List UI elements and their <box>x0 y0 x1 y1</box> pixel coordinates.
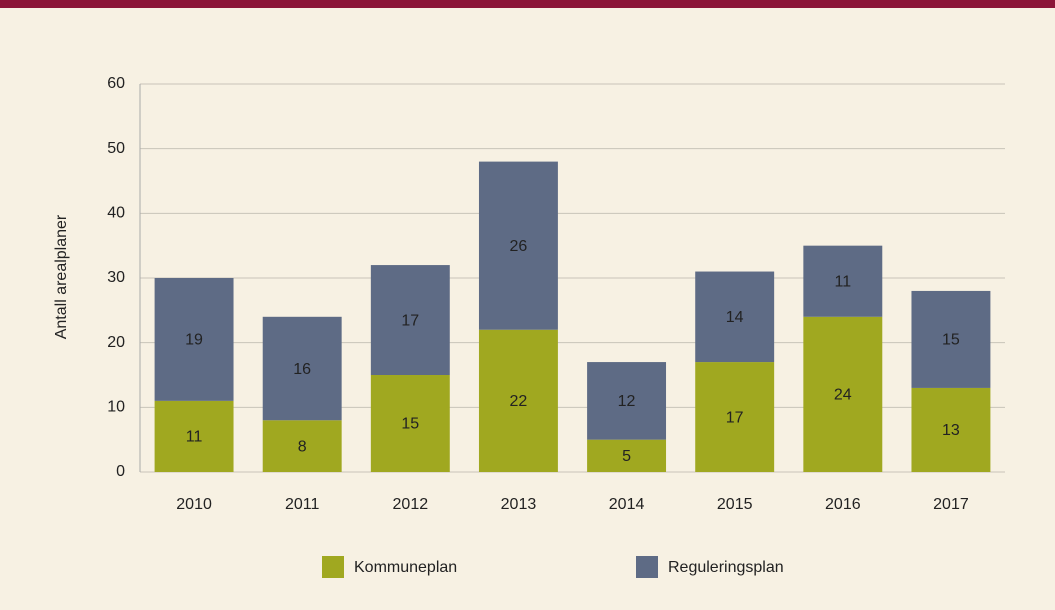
data-label: 17 <box>401 312 419 329</box>
bar-segment <box>587 362 667 440</box>
x-tick-label: 2015 <box>717 496 753 513</box>
data-label: 16 <box>293 361 311 378</box>
y-tick-label: 50 <box>107 140 125 157</box>
bar-segment <box>695 362 775 472</box>
data-label: 26 <box>510 238 528 255</box>
bar-segment <box>262 316 342 421</box>
x-tick-label: 2017 <box>933 496 969 513</box>
x-tick-label: 2014 <box>609 496 645 513</box>
data-label: 19 <box>185 332 203 349</box>
bar-segment <box>695 271 775 363</box>
y-axis-label: Antall arealplaner <box>53 214 70 339</box>
bar-segment <box>803 316 883 472</box>
x-tick-label: 2013 <box>501 496 537 513</box>
y-tick-label: 20 <box>107 334 125 351</box>
data-label: 15 <box>401 416 419 433</box>
bar-segment <box>478 161 558 330</box>
x-tick-label: 2012 <box>393 496 429 513</box>
data-label: 12 <box>618 393 636 410</box>
data-label: 8 <box>298 438 307 455</box>
data-label: 11 <box>186 429 203 446</box>
bar-segment <box>587 439 667 472</box>
data-label: 13 <box>942 422 960 439</box>
bar-segment <box>911 290 991 388</box>
data-label: 5 <box>622 448 631 465</box>
data-label: 11 <box>835 273 852 290</box>
bar-segment <box>911 387 991 472</box>
y-tick-label: 40 <box>107 205 125 222</box>
bar-segment <box>154 400 234 472</box>
bar-segment <box>803 245 883 317</box>
legend-label: Kommuneplan <box>354 559 457 576</box>
data-label: 14 <box>726 309 744 326</box>
bar-segment <box>154 278 234 401</box>
y-tick-label: 0 <box>116 463 125 480</box>
data-label: 17 <box>726 409 744 426</box>
bar-segment <box>262 420 342 472</box>
data-label: 15 <box>942 332 960 349</box>
data-label: 24 <box>834 387 852 404</box>
x-tick-label: 2011 <box>285 496 320 513</box>
y-tick-label: 60 <box>107 75 125 92</box>
bar-segment <box>370 375 450 472</box>
legend-swatch <box>322 556 344 578</box>
top-bar <box>0 0 1055 8</box>
data-label: 22 <box>510 393 528 410</box>
bar-segment <box>478 329 558 472</box>
legend-label: Reguleringsplan <box>668 559 784 576</box>
legend-swatch <box>636 556 658 578</box>
bar-segment <box>370 265 450 375</box>
x-tick-label: 2010 <box>176 496 212 513</box>
x-tick-label: 2016 <box>825 496 861 513</box>
y-tick-label: 30 <box>107 269 125 286</box>
y-tick-label: 10 <box>107 399 125 416</box>
